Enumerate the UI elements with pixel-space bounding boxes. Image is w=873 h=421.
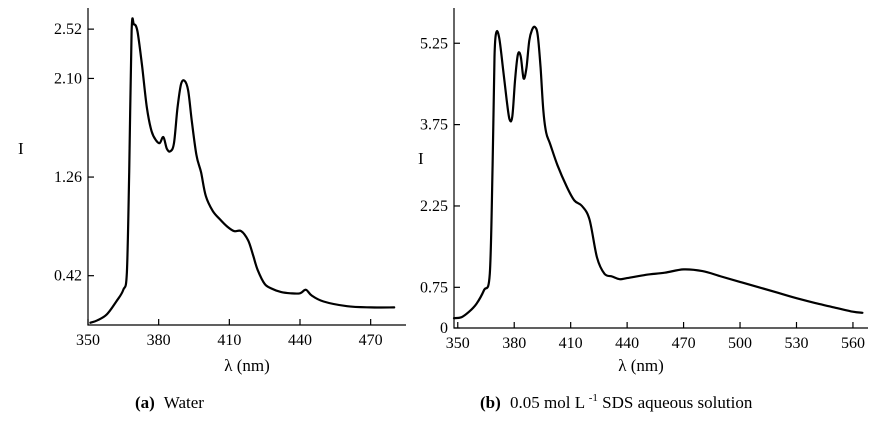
chart-sds-x-ticks: 350 380 410 440 470 500 530 560: [446, 322, 865, 352]
chart-water-x-tick-label: 440: [288, 332, 312, 349]
caption-sds-text-prefix: 0.05 mol L: [510, 393, 585, 412]
chart-water-x-ticks: 350 380 410 440 470: [76, 319, 383, 349]
chart-sds-series-line: [452, 25, 864, 320]
chart-sds-x-tick-label: 440: [615, 335, 639, 352]
chart-sds-x-tick-label: 410: [559, 335, 583, 352]
chart-sds-x-tick-label: 500: [728, 335, 752, 352]
chart-sds-y-axis-label: I: [418, 149, 424, 168]
chart-sds-x-tick-label: 470: [672, 335, 696, 352]
chart-water-frame: [87, 8, 406, 326]
chart-water-y-ticks: 0.42 1.26 2.10 2.52: [54, 21, 94, 285]
chart-water-y-tick-label: 2.10: [54, 70, 82, 87]
chart-sds-frame: [453, 8, 868, 329]
caption-sds-label: (b): [480, 393, 501, 412]
chart-water-y-axis-label: I: [18, 139, 24, 158]
chart-water-y-tick-label: 2.52: [54, 21, 82, 38]
chart-water-x-axis-label: λ (nm): [224, 356, 270, 375]
chart-water-y-tick-label: 0.42: [54, 268, 82, 285]
chart-water-x-tick-label: 410: [217, 332, 241, 349]
chart-sds-y-tick-label: 5.25: [420, 35, 448, 52]
chart-water-x-tick-label: 350: [76, 332, 100, 349]
chart-sds-x-tick-label: 530: [784, 335, 808, 352]
chart-water-y-tick-label: 1.26: [54, 169, 82, 186]
caption-sds-text-sup: -1: [589, 392, 598, 404]
chart-sds-x-tick-label: 560: [841, 335, 865, 352]
caption-sds-text-suffix: SDS aqueous solution: [602, 393, 753, 412]
chart-water-series-line: [89, 17, 396, 324]
chart-sds-x-tick-label: 350: [446, 335, 470, 352]
chart-sds-x-tick-label: 380: [502, 335, 526, 352]
chart-sds-y-tick-label: 3.75: [420, 117, 448, 134]
chart-sds: 0 0.75 2.25 3.75 5.25 350 380 410 440 470 500 530 5…: [418, 8, 868, 412]
caption-water-label: (a): [135, 393, 155, 412]
chart-sds-x-axis-label: λ (nm): [618, 356, 664, 375]
chart-sds-y-tick-label: 2.25: [420, 198, 448, 215]
caption-sds: (b) 0.05 mol L -1 SDS aqueous solution: [480, 386, 753, 412]
caption-water: (a) Water: [135, 393, 204, 412]
chart-sds-y-tick-label: 0.75: [420, 279, 448, 296]
chart-water-x-tick-label: 380: [147, 332, 171, 349]
chart-sds-y-ticks: 0 0.75 2.25 3.75 5.25: [420, 35, 460, 337]
chart-water: 0.42 1.26 2.10 2.52 350 380 410 440 470 I λ (nm…: [18, 8, 406, 412]
chart-water-x-tick-label: 470: [359, 332, 383, 349]
chart-sds-y-tick-label: 0: [440, 320, 448, 337]
caption-water-text: Water: [164, 393, 204, 412]
